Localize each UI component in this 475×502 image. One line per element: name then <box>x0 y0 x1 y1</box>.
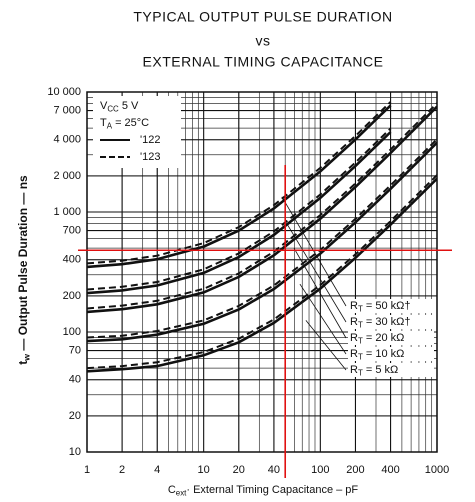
labels: TYPICAL OUTPUT PULSE DURATION vs EXTERNAL … <box>16 9 449 498</box>
leader-line <box>287 225 347 323</box>
y-tick-label: 70 <box>69 344 81 356</box>
curve-122 <box>87 131 392 295</box>
legend-condition-rest: = 25°C <box>112 117 149 129</box>
legend-condition-main: T <box>100 117 107 129</box>
legend-condition: VCC 5 V <box>100 100 139 113</box>
leader-line <box>299 283 347 355</box>
curve-label-bg <box>348 315 434 329</box>
curve-122 <box>87 104 392 269</box>
curve-label: RT = 5 kΩ <box>350 364 398 377</box>
y-tick-label: 100 <box>63 326 81 338</box>
legend-condition-sub: A <box>107 121 113 130</box>
chart-title: vs <box>256 33 271 49</box>
curve-label-rest: = 10 kΩ <box>363 348 405 360</box>
y-axis-label: tw — Output Pulse Duration — ns <box>16 175 32 365</box>
y-tick-label: 700 <box>63 224 81 236</box>
curve-label-sub: T <box>358 352 363 361</box>
y-tick-label: 10 <box>69 446 81 458</box>
curve-label-main: R <box>350 348 358 360</box>
chart-title: EXTERNAL TIMING CAPACITANCE <box>143 54 384 70</box>
curve-label-bg <box>348 331 434 345</box>
legend-entry: '122 <box>140 134 160 146</box>
x-axis-label-sub: ext <box>176 488 187 497</box>
curve-123 <box>87 127 392 291</box>
curve-label-main: R <box>350 316 358 328</box>
curve-label-main: R <box>350 300 358 312</box>
y-axis-label-sub: w <box>22 354 32 362</box>
x-tick-label: 1 <box>84 464 90 476</box>
legend-box <box>93 96 181 168</box>
x-axis-label-main: C <box>168 484 176 496</box>
curve-label: RT = 10 kΩ <box>350 348 404 361</box>
curve-122 <box>87 141 437 343</box>
x-tick-label: 400 <box>381 464 399 476</box>
plot-frame <box>86 91 438 453</box>
x-tick-label: 20 <box>233 464 245 476</box>
curve-label-rest: = 50 kΩ† <box>363 300 411 312</box>
x-tick-label: 200 <box>346 464 364 476</box>
curve-label-sub: T <box>358 304 363 313</box>
legend-condition-main: V <box>100 100 108 112</box>
x-tick-label: 100 <box>311 464 329 476</box>
legend-condition-sub: CC <box>107 104 119 113</box>
leader-line <box>305 320 347 371</box>
curve-label-rest: = 30 kΩ† <box>363 316 411 328</box>
y-tick-label: 4 000 <box>53 134 81 146</box>
y-axis-label-main: t <box>16 361 30 365</box>
curve-label-sub: T <box>358 368 363 377</box>
leader-line <box>293 247 347 339</box>
y-tick-label: 7 000 <box>53 104 81 116</box>
legend: VCC 5 V TA = 25°C '122 '123 <box>93 96 181 168</box>
y-tick-label: 200 <box>63 290 81 302</box>
y-tick-label: 20 <box>69 410 81 422</box>
curve-label: RT = 20 kΩ <box>350 332 404 345</box>
curve-label-bg <box>348 363 434 377</box>
curve-123 <box>87 102 437 310</box>
curve-label-main: R <box>350 332 358 344</box>
curve-label-bg <box>348 299 434 313</box>
x-tick-label: 40 <box>268 464 280 476</box>
curve-label-bg <box>348 347 434 361</box>
curve-label-sub: T <box>358 336 363 345</box>
curve-122 <box>87 105 437 314</box>
y-tick-label: 2 000 <box>53 170 81 182</box>
y-tick-label: 10 000 <box>47 86 81 98</box>
curve-label-rest: = 5 kΩ <box>363 364 398 376</box>
y-axis-label-rest: — Output Pulse Duration — ns <box>16 175 30 354</box>
chart-title: TYPICAL OUTPUT PULSE DURATION <box>133 9 392 25</box>
curve-123 <box>87 101 392 265</box>
curve-label: RT = 30 kΩ† <box>350 316 410 329</box>
curve-label-rest: = 20 kΩ <box>363 332 405 344</box>
curve-label: RT = 50 kΩ† <box>350 300 410 313</box>
x-tick-label: 4 <box>154 464 160 476</box>
y-tick-label: 1 000 <box>53 206 81 218</box>
x-tick-label: 10 <box>198 464 210 476</box>
x-tick-label: 2 <box>119 464 125 476</box>
curve-label-main: R <box>350 364 358 376</box>
leader-line <box>281 196 347 307</box>
curve-123 <box>87 174 437 370</box>
legend-condition: TA = 25°C <box>100 117 149 130</box>
legend-condition-rest: 5 V <box>119 100 139 112</box>
y-tick-label: 40 <box>69 374 81 386</box>
curve-122 <box>87 177 437 373</box>
curve-label-sub: T <box>358 320 363 329</box>
y-tick-label: 400 <box>63 254 81 266</box>
x-axis-label: Cext· External Timing Capacitance – pF <box>168 484 359 497</box>
x-axis-label-rest: · External Timing Capacitance – pF <box>186 484 358 496</box>
x-tick-label: 1000 <box>425 464 449 476</box>
curve-123 <box>87 138 437 339</box>
curves <box>87 101 437 373</box>
legend-entry: '123 <box>140 151 160 163</box>
